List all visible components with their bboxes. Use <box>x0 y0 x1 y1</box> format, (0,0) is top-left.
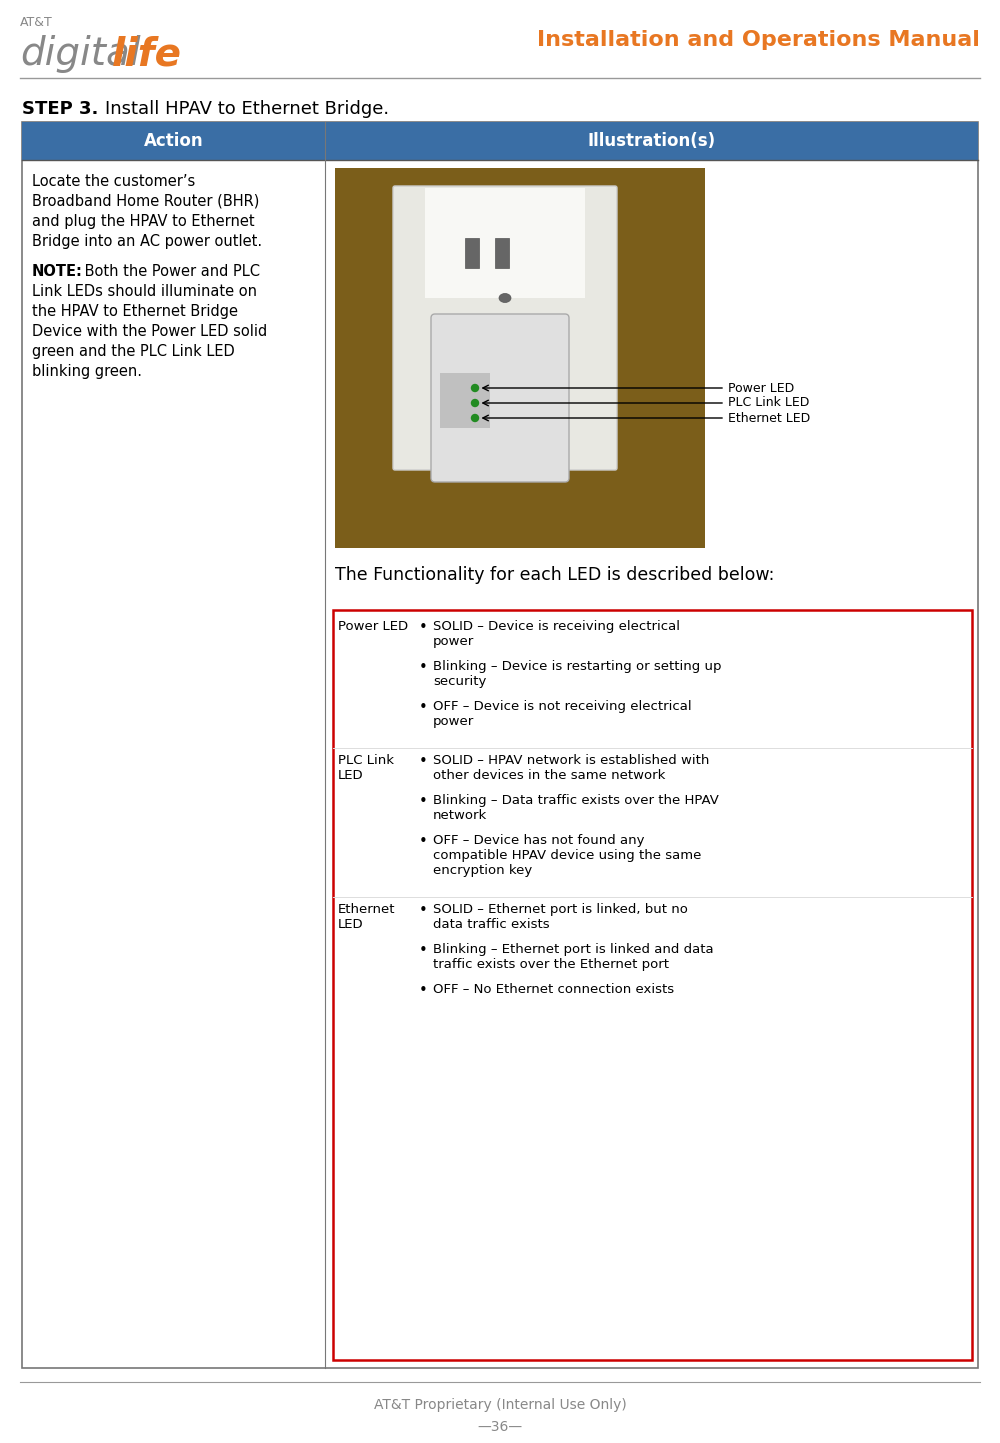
Text: Device with the Power LED solid: Device with the Power LED solid <box>32 325 267 339</box>
Text: PLC Link LED: PLC Link LED <box>728 397 809 410</box>
Text: digital: digital <box>20 35 141 74</box>
Ellipse shape <box>499 293 511 303</box>
Text: STEP 3.: STEP 3. <box>22 100 98 118</box>
Text: compatible HPAV device using the same: compatible HPAV device using the same <box>433 848 701 861</box>
Text: Power LED: Power LED <box>728 381 794 394</box>
Text: •: • <box>419 620 428 635</box>
Text: Ethernet LED: Ethernet LED <box>728 411 810 424</box>
Text: Install HPAV to Ethernet Bridge.: Install HPAV to Ethernet Bridge. <box>105 100 389 118</box>
Text: The Functionality for each LED is described below:: The Functionality for each LED is descri… <box>335 566 774 584</box>
Text: •: • <box>419 834 428 848</box>
Text: power: power <box>433 635 474 648</box>
FancyBboxPatch shape <box>393 186 617 470</box>
Text: encryption key: encryption key <box>433 864 532 877</box>
Text: green and the PLC Link LED: green and the PLC Link LED <box>32 343 235 359</box>
Text: Blinking – Ethernet port is linked and data: Blinking – Ethernet port is linked and d… <box>433 942 714 957</box>
Text: PLC Link
LED: PLC Link LED <box>338 755 394 782</box>
Text: •: • <box>419 700 428 714</box>
Bar <box>440 372 490 429</box>
Text: other devices in the same network: other devices in the same network <box>433 769 665 782</box>
Text: data traffic exists: data traffic exists <box>433 918 550 931</box>
Text: traffic exists over the Ethernet port: traffic exists over the Ethernet port <box>433 958 669 971</box>
Text: the HPAV to Ethernet Bridge: the HPAV to Ethernet Bridge <box>32 304 238 319</box>
Text: SOLID – Ethernet port is linked, but no: SOLID – Ethernet port is linked, but no <box>433 903 688 916</box>
Text: blinking green.: blinking green. <box>32 364 142 380</box>
Text: OFF – Device has not found any: OFF – Device has not found any <box>433 834 644 847</box>
Bar <box>425 188 585 299</box>
Bar <box>333 610 972 1359</box>
Text: Both the Power and PLC: Both the Power and PLC <box>80 264 260 278</box>
Text: network: network <box>433 810 487 823</box>
Text: Blinking – Data traffic exists over the HPAV: Blinking – Data traffic exists over the … <box>433 794 719 807</box>
Text: Blinking – Device is restarting or setting up: Blinking – Device is restarting or setti… <box>433 659 722 672</box>
Text: SOLID – HPAV network is established with: SOLID – HPAV network is established with <box>433 755 709 768</box>
Text: •: • <box>419 659 428 675</box>
Text: Illustration(s): Illustration(s) <box>587 131 716 150</box>
Text: •: • <box>419 794 428 810</box>
Bar <box>22 123 978 160</box>
Text: •: • <box>419 942 428 958</box>
Text: Broadband Home Router (BHR): Broadband Home Router (BHR) <box>32 193 259 209</box>
Bar <box>465 238 479 268</box>
Circle shape <box>472 414 479 421</box>
Text: Installation and Operations Manual: Installation and Operations Manual <box>537 30 980 51</box>
Bar <box>22 123 978 1368</box>
FancyBboxPatch shape <box>431 315 569 482</box>
Bar <box>495 238 509 268</box>
Text: OFF – No Ethernet connection exists: OFF – No Ethernet connection exists <box>433 983 674 996</box>
Text: AT&T Proprietary (Internal Use Only): AT&T Proprietary (Internal Use Only) <box>374 1398 626 1413</box>
Bar <box>335 167 705 548</box>
Text: Locate the customer’s: Locate the customer’s <box>32 175 195 189</box>
Text: •: • <box>419 903 428 918</box>
Text: Link LEDs should illuminate on: Link LEDs should illuminate on <box>32 284 257 299</box>
Text: Ethernet
LED: Ethernet LED <box>338 903 396 931</box>
Text: •: • <box>419 983 428 999</box>
Circle shape <box>472 400 479 407</box>
Text: power: power <box>433 714 474 729</box>
Text: AT&T: AT&T <box>20 16 53 29</box>
Text: and plug the HPAV to Ethernet: and plug the HPAV to Ethernet <box>32 214 255 229</box>
Text: SOLID – Device is receiving electrical: SOLID – Device is receiving electrical <box>433 620 680 633</box>
Text: life: life <box>112 35 182 74</box>
Text: Power LED: Power LED <box>338 620 408 633</box>
Text: NOTE:: NOTE: <box>32 264 83 278</box>
Text: security: security <box>433 675 486 688</box>
Circle shape <box>472 384 479 391</box>
Text: •: • <box>419 755 428 769</box>
Text: Action: Action <box>144 131 203 150</box>
Text: —36—: —36— <box>477 1420 523 1434</box>
Text: Bridge into an AC power outlet.: Bridge into an AC power outlet. <box>32 234 262 250</box>
Text: OFF – Device is not receiving electrical: OFF – Device is not receiving electrical <box>433 700 692 713</box>
